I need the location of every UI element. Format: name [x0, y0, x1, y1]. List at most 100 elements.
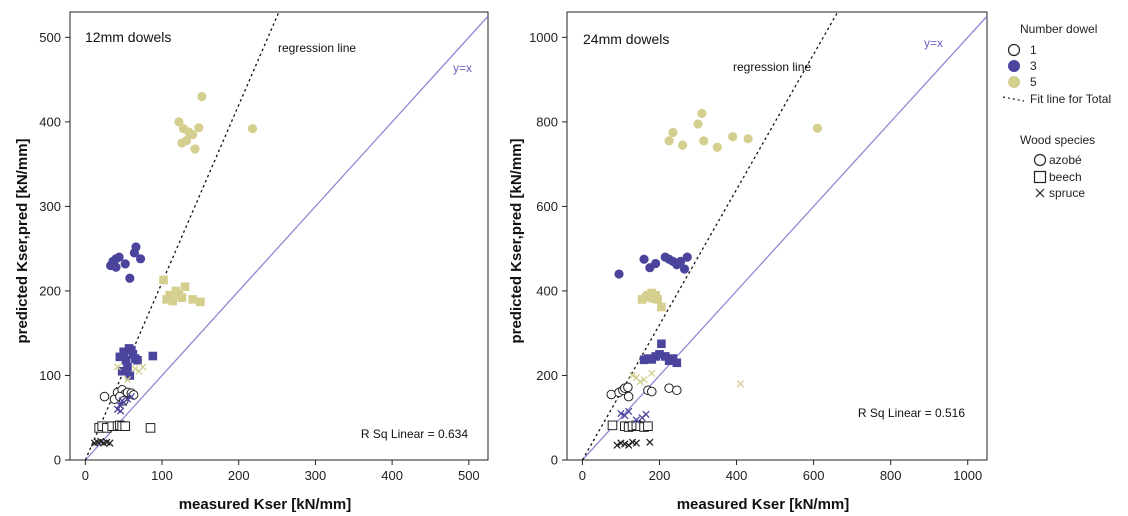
identity-line-label: y=x: [924, 36, 943, 50]
y-tick-label: 400: [39, 114, 61, 129]
data-points: [606, 108, 823, 449]
x-tick-label: 800: [880, 468, 902, 483]
data-points: [90, 91, 258, 447]
regression-line-label: regression line: [733, 60, 811, 74]
regression-line-label: regression line: [278, 41, 356, 55]
x-tick-label: 200: [228, 468, 250, 483]
x-tick-label: 400: [381, 468, 403, 483]
y-tick-label: 1000: [529, 30, 558, 45]
legend-species-title: Wood species: [1020, 133, 1095, 147]
data-point: [123, 376, 132, 384]
x-tick-label: 0: [579, 468, 586, 483]
legend-label-1: 1: [1030, 43, 1037, 57]
identity-line: [581, 15, 987, 460]
y-tick-label: 800: [536, 114, 558, 129]
data-point: [145, 423, 156, 433]
data-point: [197, 91, 207, 102]
data-point: [677, 140, 688, 150]
y-tick-label: 300: [39, 199, 61, 214]
data-point: [613, 441, 621, 449]
legend-fit-label: Fit line for Total: [1030, 92, 1111, 106]
identity-line: [84, 15, 488, 460]
legend-number-title: Number dowel: [1020, 22, 1097, 36]
data-point: [123, 395, 132, 403]
data-point: [624, 407, 633, 416]
data-point: [196, 297, 205, 307]
data-point: [188, 295, 198, 304]
data-point: [106, 439, 114, 447]
data-point: [655, 350, 664, 359]
legend-marker-beech: [1033, 170, 1047, 184]
data-point: [812, 123, 823, 133]
legend-label-spruce: spruce: [1049, 186, 1085, 200]
data-point: [159, 275, 168, 285]
x-axis-label: measured Kser [kN/mm]: [677, 496, 850, 513]
data-point: [648, 369, 656, 378]
data-point: [133, 355, 142, 365]
data-point: [632, 439, 641, 447]
x-axis-label: measured Kser [kN/mm]: [179, 496, 352, 513]
data-point: [120, 259, 130, 269]
y-tick-label: 100: [39, 368, 61, 383]
data-point: [679, 264, 690, 274]
data-point: [682, 252, 692, 262]
data-point: [664, 136, 674, 146]
y-tick-label: 200: [39, 283, 61, 298]
x-tick-label: 400: [726, 468, 748, 483]
legend-marker-spruce: [1035, 188, 1045, 198]
chart-panel-2: 0 200 400 600 800 1000 0 200 400 600 800 1000 measur…: [508, 11, 988, 513]
data-point: [177, 138, 187, 148]
data-point: [623, 382, 633, 393]
data-point: [651, 258, 661, 269]
plot-frame: [566, 11, 988, 461]
data-point: [115, 352, 125, 362]
legend-fit-line: [1002, 96, 1025, 102]
data-point: [672, 385, 682, 396]
legend-number-dowel: Number dowel 1 3 5 Fit line for Total: [1002, 22, 1111, 106]
regression-line: [84, 12, 280, 460]
fit-lines: [581, 12, 987, 460]
data-point: [728, 132, 738, 142]
data-point: [247, 124, 258, 134]
data-point: [116, 401, 124, 409]
y-tick-label: 200: [536, 368, 558, 383]
data-point: [636, 378, 644, 386]
x-tick-label: 600: [803, 468, 825, 483]
data-point: [174, 117, 184, 127]
data-point: [111, 262, 121, 272]
x-tick-label: 500: [458, 468, 480, 483]
x-tick-label: 200: [649, 468, 671, 483]
data-point: [607, 420, 618, 431]
data-point: [116, 407, 125, 415]
y-tick-label: 600: [536, 199, 558, 214]
legend-label-3: 3: [1030, 59, 1037, 73]
data-point: [614, 269, 624, 279]
data-point: [643, 421, 653, 431]
x-tick-label: 100: [151, 468, 173, 483]
data-point: [697, 108, 707, 119]
y-axis-label: predicted Kser,pred [kN/mm]: [508, 138, 525, 343]
identity-line-label: y=x: [453, 61, 472, 75]
data-point: [180, 282, 190, 292]
data-point: [99, 391, 110, 402]
data-point: [642, 410, 650, 419]
data-point: [168, 296, 178, 306]
x-tick-label: 300: [305, 468, 327, 483]
data-point: [699, 136, 709, 146]
data-point: [657, 302, 666, 312]
data-point: [135, 254, 146, 264]
legend-label-5: 5: [1030, 75, 1037, 89]
data-point: [639, 254, 649, 264]
data-point: [672, 358, 682, 368]
y-tick-label: 0: [551, 453, 558, 468]
data-point: [628, 371, 637, 380]
y-tick-label: 400: [536, 283, 558, 298]
fit-lines: [84, 12, 488, 460]
data-point: [676, 256, 686, 266]
legend-wood-species: Wood species azobé beech spruce: [1020, 133, 1095, 200]
data-point: [743, 134, 753, 144]
data-point: [165, 290, 175, 300]
legend-marker-1: [1007, 43, 1021, 57]
data-point: [114, 252, 124, 262]
